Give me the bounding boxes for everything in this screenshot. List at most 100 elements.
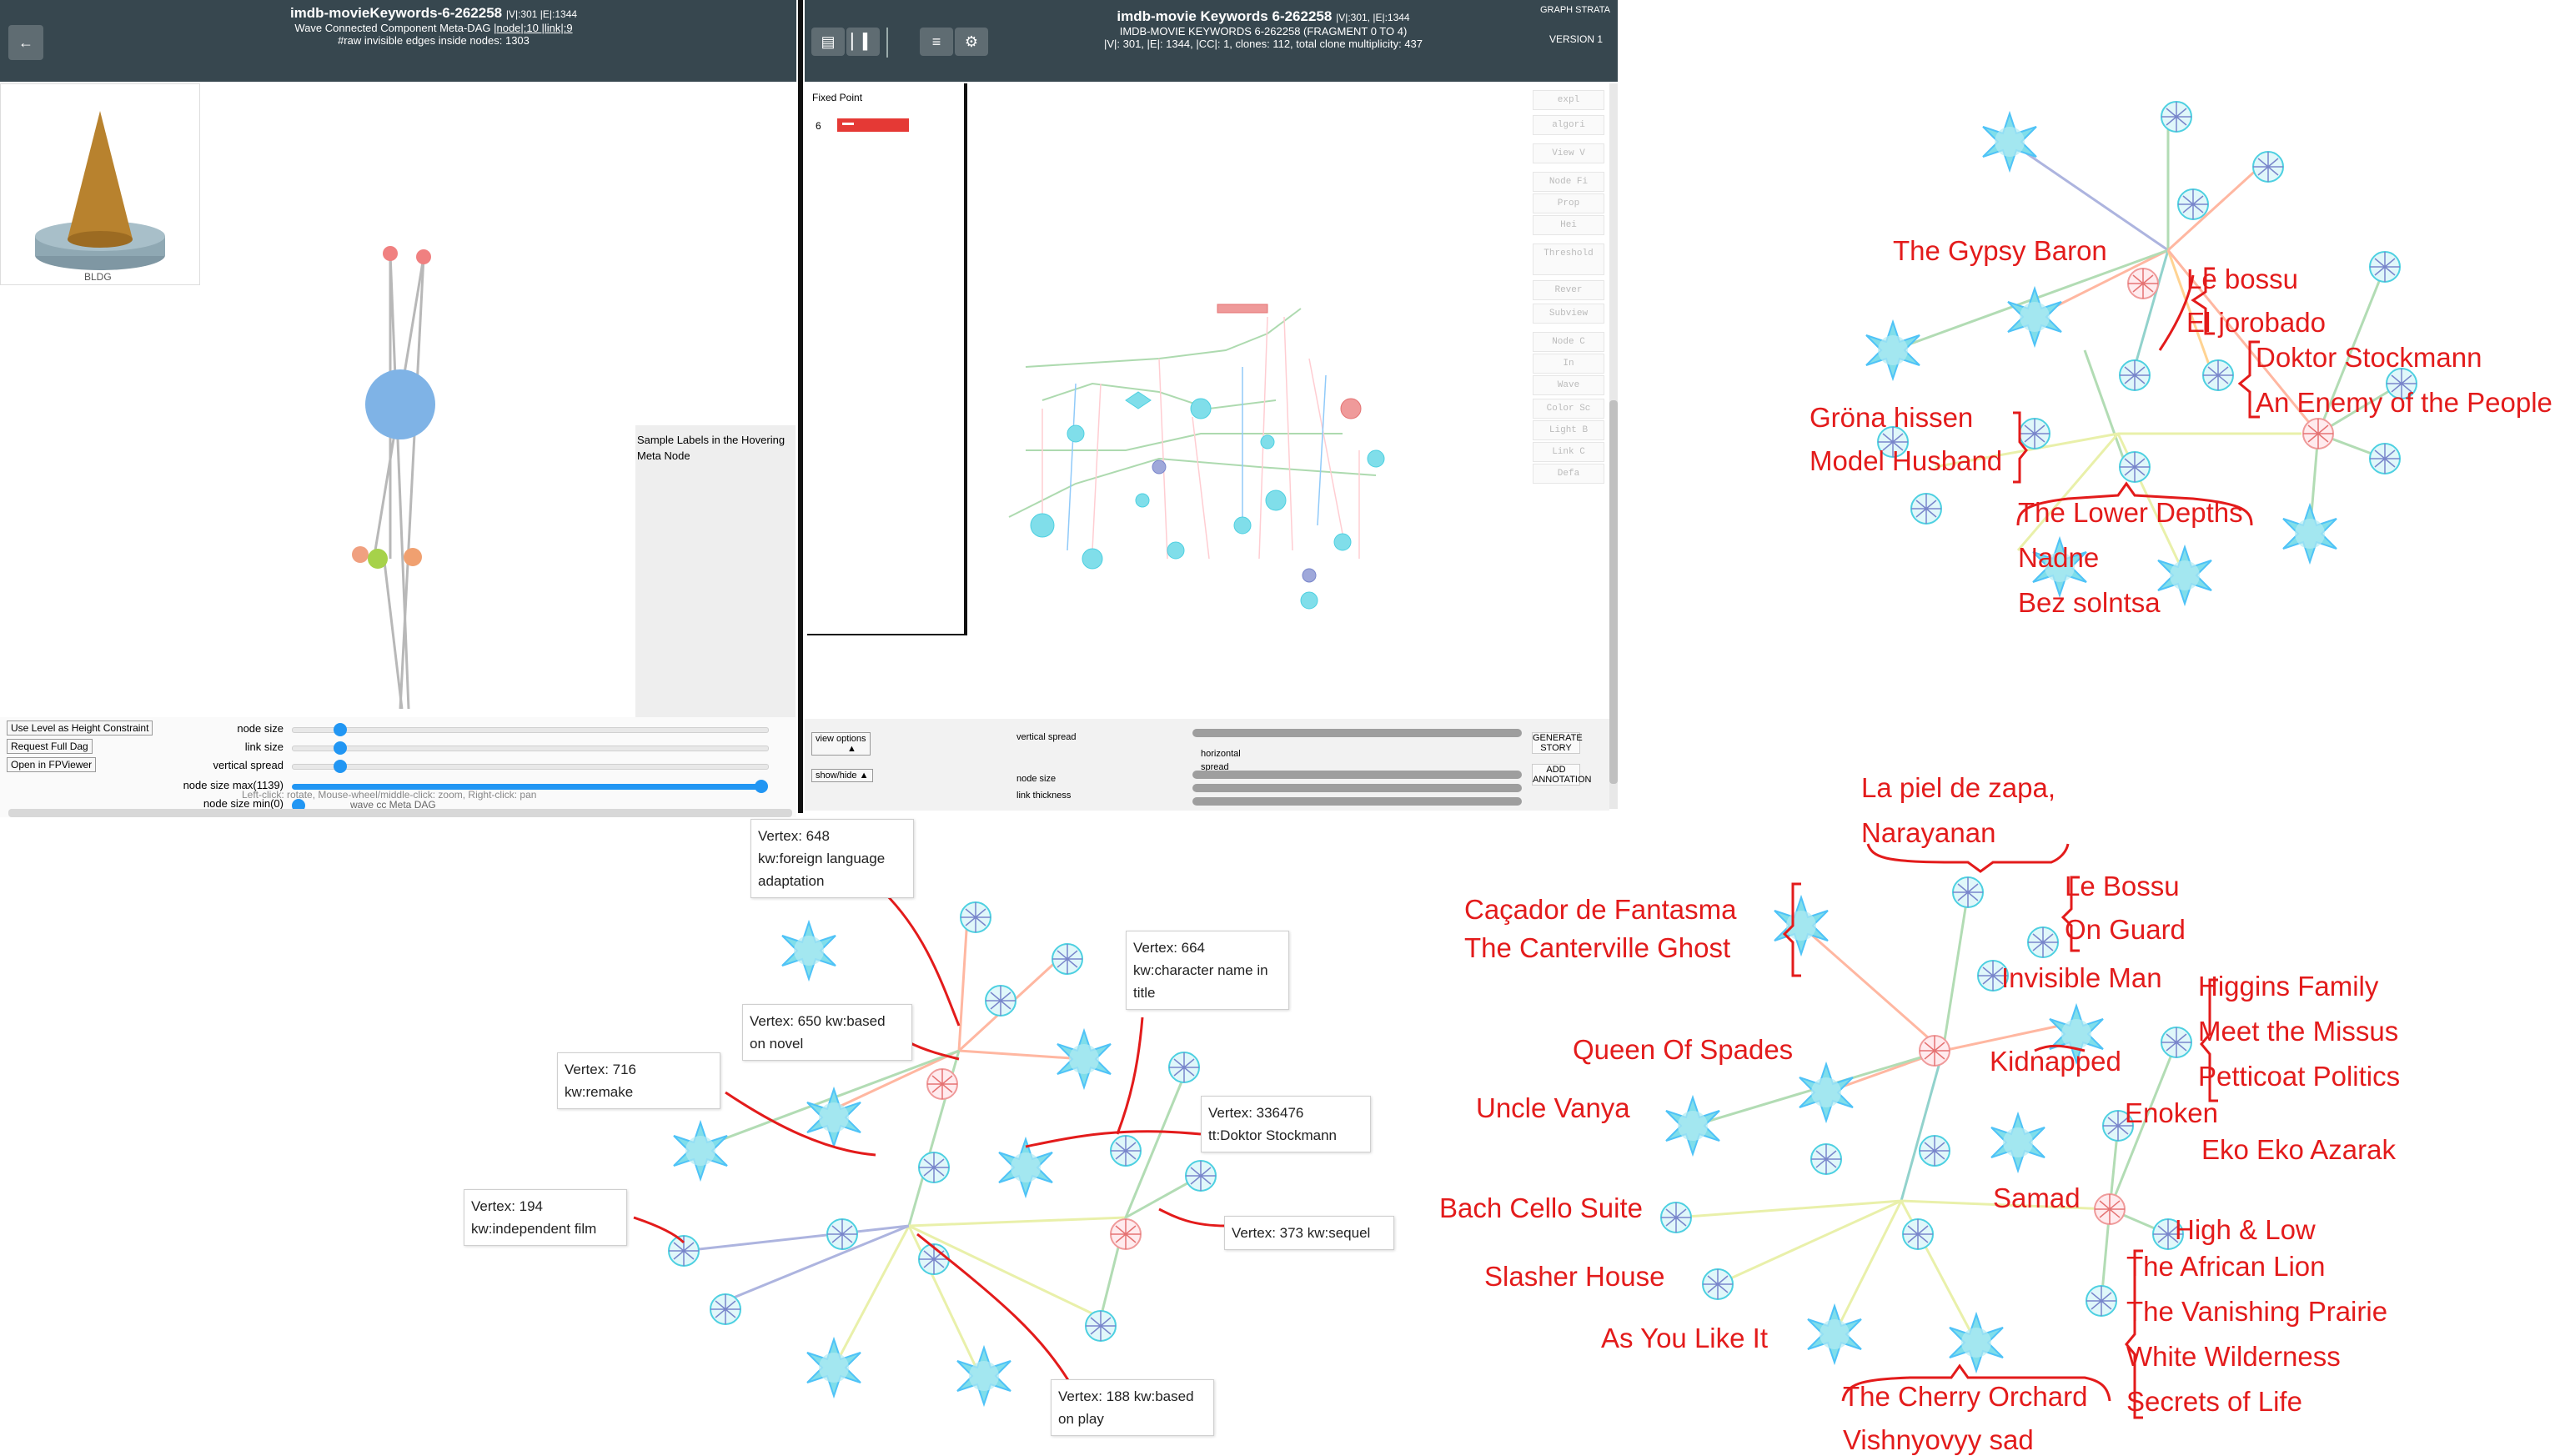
- meta-node[interactable]: [352, 546, 369, 563]
- graph-node[interactable]: [1367, 449, 1385, 468]
- panel-divider[interactable]: [798, 0, 803, 813]
- left-subtitle-links[interactable]: |node|:10 |link|:9: [494, 22, 573, 34]
- graph-node[interactable]: [1340, 398, 1362, 419]
- back-button[interactable]: ←: [8, 25, 43, 60]
- link-size-knob[interactable]: [334, 741, 347, 755]
- building-thumbnail[interactable]: BLDG: [0, 83, 200, 285]
- graph-node[interactable]: [1190, 398, 1212, 419]
- node-size-slider[interactable]: [292, 727, 769, 733]
- left-scrollbar[interactable]: [8, 809, 792, 817]
- node-size-max-knob[interactable]: [755, 780, 768, 793]
- vertex-tooltip-373: Vertex: 373 kw:sequel: [1224, 1216, 1394, 1250]
- left-title-stats: |V|:301 |E|:1344: [505, 8, 578, 20]
- annotation-label: Bach Cello Suite: [1439, 1192, 1643, 1223]
- graph-node[interactable]: [1167, 541, 1185, 560]
- view-options-button[interactable]: view options ▲: [811, 732, 871, 756]
- link-thickness-slider[interactable]: [1192, 797, 1522, 806]
- hover-label-panel: Sample Labels in the Hovering Meta Node: [635, 425, 796, 717]
- annotation-label: The Canterville Ghost: [1464, 932, 1731, 963]
- graph-node[interactable]: [1260, 434, 1275, 449]
- annotation-label: The African Lion: [2126, 1251, 2326, 1282]
- building-label: BLDG: [84, 271, 112, 283]
- meta-node[interactable]: [416, 249, 431, 264]
- settings-button[interactable]: ⚙: [955, 28, 988, 56]
- database-button[interactable]: ▤: [811, 28, 845, 56]
- vertical-spread-slider[interactable]: [292, 764, 769, 770]
- cone-building-icon: [35, 111, 165, 270]
- meta-node[interactable]: [368, 549, 388, 569]
- left-subtitle: Wave Connected Component Meta-DAG: [294, 22, 491, 34]
- fixed-point-bar[interactable]: [837, 118, 909, 132]
- right-vertical-scrollbar[interactable]: [1609, 83, 1618, 809]
- meta-node[interactable]: [383, 246, 398, 261]
- add-annotation-button[interactable]: ADD ANNOTATION: [1532, 764, 1592, 786]
- slider-label-node-size-min: node size min(0): [203, 797, 284, 810]
- list-button[interactable]: ≡: [920, 28, 953, 56]
- generate-story-button[interactable]: GENERATE STORY: [1532, 732, 1583, 754]
- node-size-slider[interactable]: [1192, 784, 1522, 792]
- vertex-tooltip-194: Vertex: 194 kw:independent film: [464, 1189, 627, 1246]
- graph-node[interactable]: [1265, 490, 1287, 511]
- side-button[interactable]: Rever: [1533, 280, 1604, 300]
- graph-node[interactable]: [1082, 548, 1103, 570]
- annotation-label: Invisible Man: [2001, 962, 2162, 993]
- side-button[interactable]: Prop: [1533, 193, 1604, 213]
- annotation-label: Petticoat Politics: [2198, 1061, 2401, 1092]
- graph-node[interactable]: [1067, 424, 1085, 443]
- strata-graph-view[interactable]: [992, 284, 1443, 634]
- vertex-tooltip-188: Vertex: 188 kw:based on play: [1051, 1379, 1214, 1436]
- graph-bottom-right: [1660, 876, 2192, 1372]
- side-button[interactable]: expl: [1533, 90, 1604, 110]
- graph-node[interactable]: [1030, 513, 1055, 538]
- annotation-label: Kidnapped: [1990, 1046, 2121, 1077]
- side-button[interactable]: algori: [1533, 115, 1604, 135]
- side-button[interactable]: Link C: [1533, 442, 1604, 462]
- side-button[interactable]: Defa: [1533, 464, 1604, 484]
- side-button[interactable]: Light B: [1533, 420, 1604, 440]
- fixed-point-panel: Fixed Point 6: [807, 83, 967, 635]
- annotation-label: An Enemy of the People: [2256, 387, 2552, 418]
- chart-button[interactable]: ▏▍: [846, 28, 880, 56]
- side-button[interactable]: In: [1533, 354, 1604, 374]
- side-button[interactable]: Threshold: [1533, 244, 1604, 275]
- annotation-label: Meet the Missus: [2198, 1016, 2399, 1047]
- label-node-size: node size: [1016, 774, 1057, 784]
- horizontal-spread-slider[interactable]: [1192, 771, 1522, 779]
- side-button[interactable]: Node C: [1533, 332, 1604, 352]
- annotation-label: Uncle Vanya: [1476, 1092, 1630, 1123]
- graph-node[interactable]: [1333, 533, 1352, 551]
- side-button[interactable]: Wave: [1533, 375, 1604, 395]
- node-size-max-slider[interactable]: [292, 784, 763, 790]
- request-full-dag-button[interactable]: Request Full Dag: [7, 739, 93, 754]
- right-title: imdb-movie Keywords 6-262258: [1117, 8, 1333, 24]
- side-button[interactable]: Node Fi: [1533, 172, 1604, 192]
- label-horizontal-spread: horizontal spread: [1201, 749, 1241, 772]
- side-button[interactable]: Hei: [1533, 215, 1604, 235]
- hover-label-text: Sample Labels in the Hovering Meta Node: [637, 434, 786, 462]
- graph-node[interactable]: [1152, 459, 1167, 474]
- graph-node[interactable]: [1125, 391, 1152, 409]
- open-fpviewer-button[interactable]: Open in FPViewer: [7, 757, 97, 772]
- link-size-slider[interactable]: [292, 746, 769, 751]
- vertical-spread-knob[interactable]: [334, 760, 347, 773]
- graph-node[interactable]: [1302, 568, 1317, 583]
- annotation-label: Gröna hissen: [1810, 402, 1974, 433]
- graph-node[interactable]: [1300, 591, 1318, 610]
- meta-node[interactable]: [404, 548, 422, 566]
- side-button[interactable]: View V: [1533, 143, 1604, 163]
- left-title: imdb-movieKeywords-6-262258: [289, 5, 503, 21]
- list-icon: ≡: [931, 33, 941, 50]
- show-hide-button[interactable]: show/hide ▲: [811, 769, 873, 782]
- graph-node[interactable]: [1217, 304, 1268, 314]
- graph-node[interactable]: [1135, 493, 1150, 508]
- graph-node[interactable]: [1233, 516, 1252, 535]
- vertical-spread-slider[interactable]: [1192, 729, 1522, 737]
- meta-node[interactable]: [365, 369, 435, 439]
- left-controls: Use Level as Height Constraint Request F…: [0, 717, 796, 817]
- node-size-knob[interactable]: [334, 723, 347, 736]
- fixed-point-row-label: 6: [816, 120, 821, 132]
- side-button[interactable]: Subview: [1533, 304, 1604, 324]
- meta-dag-view[interactable]: [317, 225, 484, 725]
- side-button[interactable]: Color Sc: [1533, 399, 1604, 419]
- use-level-button[interactable]: Use Level as Height Constraint: [7, 720, 153, 736]
